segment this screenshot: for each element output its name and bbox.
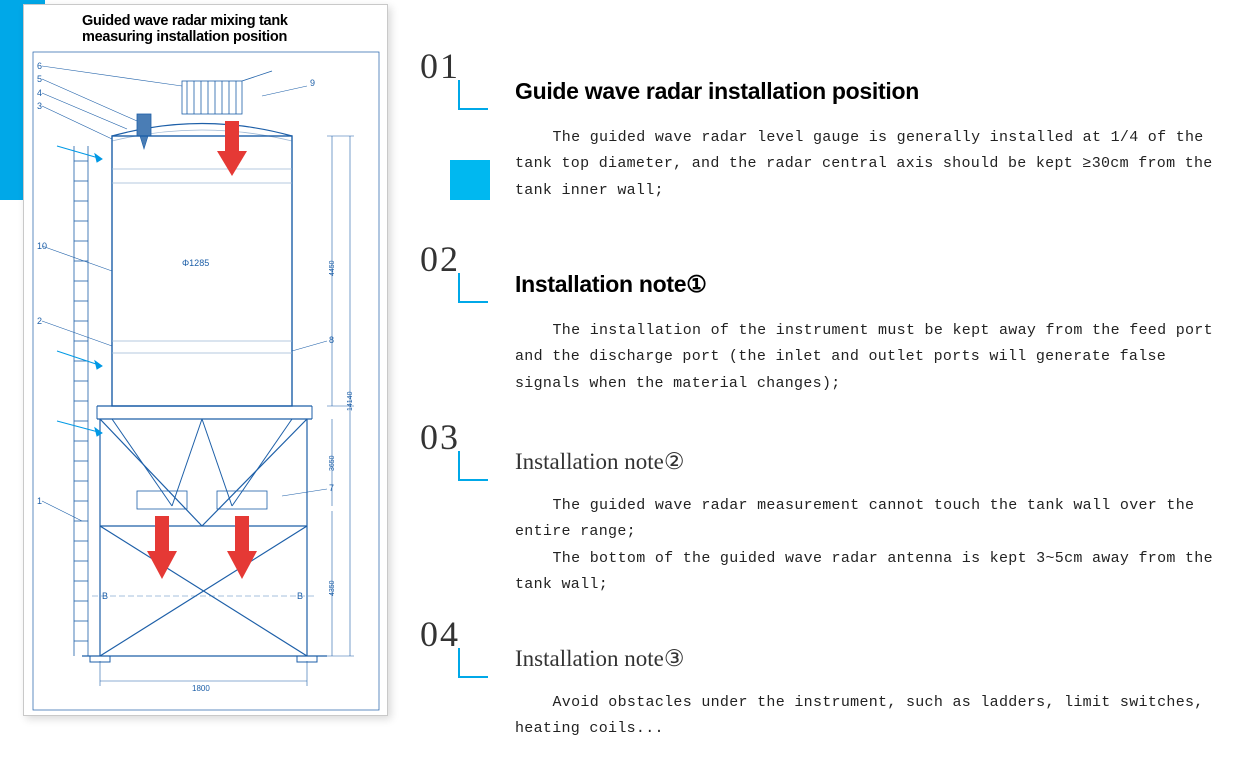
svg-text:Φ1285: Φ1285 [182, 258, 209, 268]
svg-text:8: 8 [329, 335, 334, 345]
accent-square [450, 160, 490, 200]
svg-text:4450: 4450 [329, 260, 336, 276]
bracket-icon [458, 451, 488, 481]
bracket-icon [458, 273, 488, 303]
section-01: 01 Guide wave radar installation positio… [420, 48, 1230, 223]
svg-text:2: 2 [37, 316, 42, 326]
section-heading: Installation note① [515, 271, 1230, 298]
section-body: The guided wave radar measurement cannot… [515, 493, 1230, 598]
svg-text:1: 1 [37, 496, 42, 506]
section-heading: Installation note② [515, 449, 1230, 475]
section-body: Avoid obstacles under the instrument, su… [515, 690, 1230, 743]
svg-text:9: 9 [310, 78, 315, 88]
svg-text:10: 10 [37, 241, 47, 251]
svg-text:4350: 4350 [329, 580, 336, 596]
section-number: 04 [420, 616, 490, 652]
bracket-icon [458, 648, 488, 678]
section-body-line: The bottom of the guided wave radar ante… [515, 546, 1230, 599]
section-heading: Guide wave radar installation position [515, 78, 1230, 105]
section-number: 01 [420, 48, 490, 84]
arrow-icon [217, 121, 247, 176]
tank-diagram: 6 5 4 3 10 2 1 9 8 7 Φ1285 4450 14140 36… [32, 51, 380, 711]
section-body: The guided wave radar level gauge is gen… [515, 125, 1230, 204]
svg-text:5: 5 [37, 74, 42, 84]
section-02: 02 Installation note① The installation o… [420, 241, 1230, 401]
section-number: 03 [420, 419, 490, 455]
svg-text:7: 7 [329, 483, 334, 493]
content-column: 01 Guide wave radar installation positio… [420, 48, 1230, 761]
section-number: 02 [420, 241, 490, 277]
svg-text:3650: 3650 [329, 455, 336, 471]
svg-text:3: 3 [37, 101, 42, 111]
section-body: The installation of the instrument must … [515, 318, 1230, 397]
diagram-title: Guided wave radar mixing tank measuring … [32, 11, 379, 51]
svg-text:1800: 1800 [192, 684, 210, 693]
diagram-panel: Guided wave radar mixing tank measuring … [23, 4, 388, 716]
section-04: 04 Installation note③ Avoid obstacles un… [420, 616, 1230, 743]
section-heading: Installation note③ [515, 646, 1230, 672]
section-03: 03 Installation note② The guided wave ra… [420, 419, 1230, 598]
svg-text:6: 6 [37, 61, 42, 71]
svg-text:14140: 14140 [347, 391, 354, 411]
bracket-icon [458, 80, 488, 110]
section-body-line: The guided wave radar measurement cannot… [515, 493, 1230, 546]
svg-text:4: 4 [37, 88, 42, 98]
